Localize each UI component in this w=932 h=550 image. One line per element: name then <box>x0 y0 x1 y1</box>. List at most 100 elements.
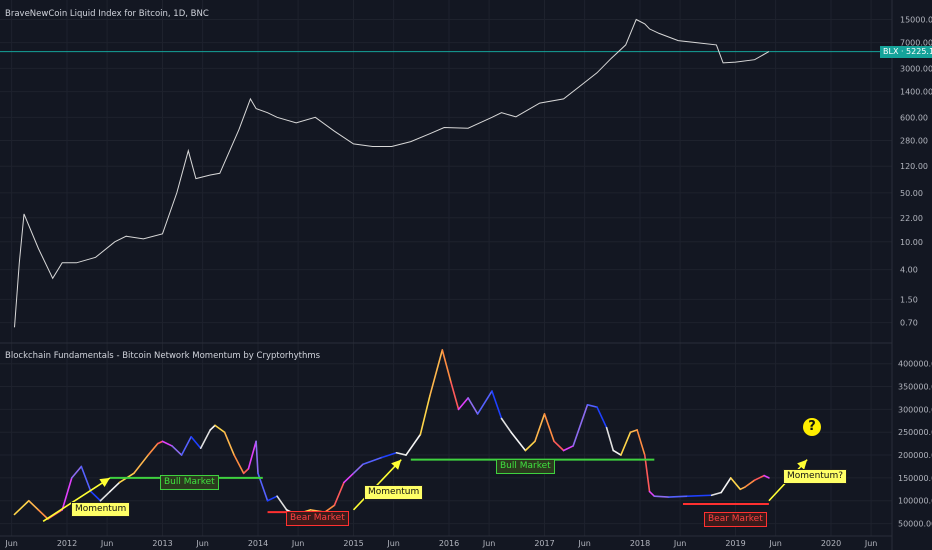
momentum-segment <box>214 424 226 434</box>
momentum-segment <box>13 499 30 516</box>
momentum-segment <box>572 404 589 447</box>
momentum-segment <box>643 454 651 493</box>
momentum-segment <box>255 440 259 475</box>
momentum-segment <box>247 440 257 470</box>
momentum-segment <box>276 495 288 511</box>
momentum-segment <box>242 467 250 475</box>
price-tick-label: 15000.00 <box>900 16 932 25</box>
momentum-segment <box>61 477 73 511</box>
momentum-segment <box>343 472 355 484</box>
price-tick-label: 50.00 <box>900 189 923 198</box>
momentum-axis: 400000.00 350000.00 300000.00 250000.00 2000… <box>898 360 932 529</box>
price-tick-label: 280.00 <box>900 137 928 146</box>
time-tick-label: 2014 <box>248 539 268 548</box>
momentum-arrow-1 <box>42 477 111 522</box>
momentum-segment <box>491 390 503 420</box>
momentum-tick-label: 300000.00 <box>898 405 932 414</box>
bear-market-label-1: Bear Market <box>286 511 349 526</box>
momentum-segment <box>620 431 632 456</box>
price-tick-label: 1400.00 <box>900 88 932 97</box>
last-price-tag: BLX · 5225.17 <box>880 45 932 58</box>
momentum-segment <box>553 440 565 452</box>
time-tick-label: 2013 <box>152 539 172 548</box>
momentum-segment <box>612 449 622 456</box>
momentum-segment <box>190 435 202 450</box>
momentum-segment <box>109 481 121 493</box>
momentum-tick-label: 400000.00 <box>898 360 932 369</box>
momentum-tick-label: 150000.00 <box>898 474 932 483</box>
time-axis: Jun 2012 Jun 2013 Jun 2014 Jun 2015 Jun 2016 Jun 20… <box>4 539 877 548</box>
price-axis: 15000.00 7000.00 3000.00 1400.00 600.00 280.0… <box>900 16 932 328</box>
momentum-segment <box>352 463 364 475</box>
momentum-segment <box>648 490 656 497</box>
time-tick-label: Jun <box>4 539 18 548</box>
momentum-tick-label: 50000.00 <box>898 520 932 529</box>
momentum-segment <box>333 481 345 507</box>
momentum-segment <box>605 426 615 452</box>
time-tick-label: 2017 <box>534 539 554 548</box>
momentum-segment <box>562 445 574 452</box>
momentum-segment <box>500 417 512 434</box>
time-tick-label: Jun <box>482 539 496 548</box>
momentum-indicator-title: Blockchain Fundamentals - Bitcoin Networ… <box>5 351 321 361</box>
momentum-segment <box>233 454 245 475</box>
time-tick-label: Jun <box>291 539 305 548</box>
time-tick-label: Jun <box>195 539 209 548</box>
momentum-segment <box>629 429 638 434</box>
momentum-segment <box>419 394 431 436</box>
momentum-arrow-2 <box>352 459 402 511</box>
time-tick-label: Jun <box>100 539 114 548</box>
momentum-segment <box>476 390 493 415</box>
momentum-segment <box>739 486 746 491</box>
btc-price-line <box>14 18 770 328</box>
time-tick-label: Jun <box>577 539 591 548</box>
momentum-segment <box>596 406 608 429</box>
price-tick-label: 3000.00 <box>900 64 932 73</box>
momentum-segment <box>457 397 469 411</box>
momentum-tick-label: 250000.00 <box>898 428 932 437</box>
question-mark-icon: ? <box>803 418 821 436</box>
time-tick-label: 2019 <box>725 539 745 548</box>
momentum-segment <box>429 349 444 397</box>
time-tick-label: 2012 <box>57 539 77 548</box>
momentum-segment <box>199 429 212 450</box>
bull-market-label-2: Bull Market <box>496 459 555 474</box>
momentum-segment <box>223 431 235 456</box>
time-tick-label: 2016 <box>439 539 459 548</box>
momentum-label-3: Momentum? <box>783 469 848 484</box>
price-tick-label: 120.00 <box>900 162 928 171</box>
momentum-segment <box>147 442 159 456</box>
momentum-tick-label: 200000.00 <box>898 451 932 460</box>
price-tick-label: 600.00 <box>900 113 928 122</box>
momentum-segment <box>171 445 183 456</box>
momentum-segment <box>534 413 546 443</box>
time-tick-label: 2020 <box>821 539 841 548</box>
grid-lines <box>0 0 892 536</box>
time-tick-label: 2018 <box>630 539 650 548</box>
momentum-segment <box>27 499 40 511</box>
price-chart-title: BraveNewCoin Liquid Index for Bitcoin, 1… <box>5 9 209 19</box>
momentum-segment <box>586 404 598 408</box>
momentum-segment <box>543 413 555 443</box>
momentum-segment <box>156 440 164 445</box>
momentum-segment <box>90 490 102 502</box>
momentum-segment <box>467 397 479 415</box>
momentum-segment <box>710 491 722 497</box>
momentum-segment <box>744 479 756 488</box>
momentum-segment <box>720 477 732 494</box>
momentum-segment <box>209 424 216 431</box>
momentum-label-2: Momentum <box>364 485 424 500</box>
time-tick-label: Jun <box>864 539 878 548</box>
momentum-segment <box>405 433 422 456</box>
momentum-segment <box>37 509 49 520</box>
momentum-segment <box>753 474 765 481</box>
price-tick-label: 7000.00 <box>900 39 932 48</box>
annotation-lines <box>42 458 808 522</box>
momentum-segment <box>667 495 689 498</box>
momentum-segment <box>729 477 742 491</box>
momentum-segment <box>653 495 670 498</box>
price-tick-label: 10.00 <box>900 238 923 247</box>
momentum-segment <box>362 456 383 465</box>
time-tick-label: 2015 <box>343 539 363 548</box>
momentum-label-1: Momentum <box>71 502 131 517</box>
